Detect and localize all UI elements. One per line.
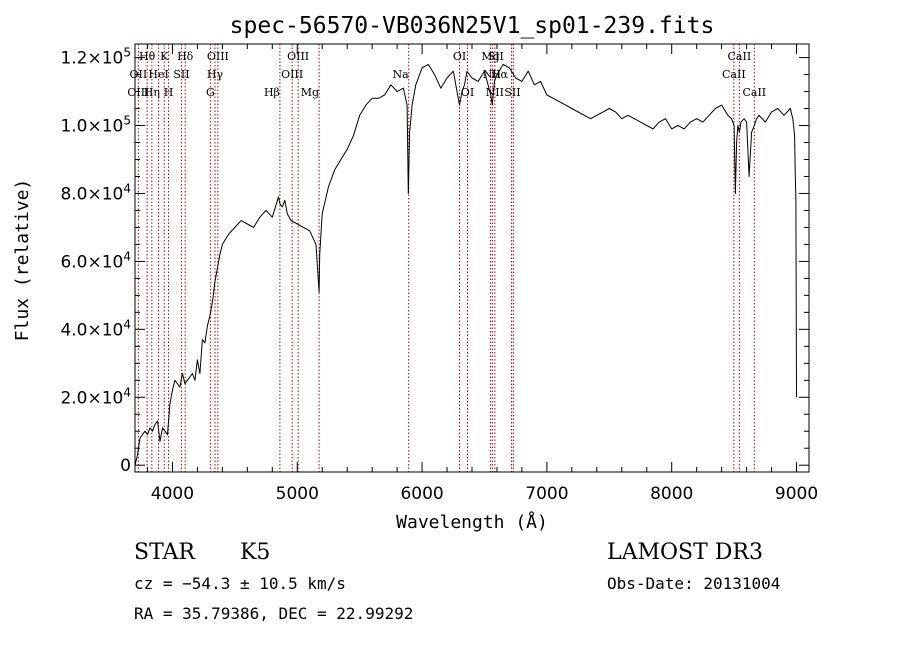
spectrum-line bbox=[134, 63, 797, 466]
survey-name: LAMOST DR3 bbox=[607, 540, 763, 565]
object-subclass: K5 bbox=[240, 540, 270, 565]
y-tick-label-1: 2.0×104 bbox=[60, 385, 131, 408]
chart-title: spec-56570-VB036N25V1_sp01-239.fits bbox=[230, 13, 715, 39]
line-label-4: OIII bbox=[287, 50, 309, 63]
y-tick-label-4: 8.0×104 bbox=[60, 181, 131, 204]
line-label-8: CaII bbox=[728, 50, 752, 63]
line-label-18: OIII bbox=[127, 86, 149, 99]
spectral-line-markers bbox=[137, 44, 755, 472]
line-label-23: Mg bbox=[301, 86, 319, 99]
y-axis-label: Flux (relative) bbox=[12, 179, 33, 342]
redshift-info: cz = −54.3 ± 10.5 km/s bbox=[134, 574, 346, 593]
line-label-1: K bbox=[160, 50, 169, 63]
line-label-12: Hγ bbox=[207, 68, 224, 81]
line-label-21: G bbox=[206, 86, 215, 99]
x-tick-label-1: 5000 bbox=[276, 484, 319, 504]
x-tick-label-5: 9000 bbox=[775, 484, 818, 504]
line-label-10: HeI bbox=[148, 68, 168, 81]
line-label-3: OIII bbox=[207, 50, 229, 63]
x-tick-label-3: 7000 bbox=[525, 484, 568, 504]
y-tick-label-6: 1.2×105 bbox=[60, 46, 131, 69]
line-label-22: Hβ bbox=[264, 86, 280, 99]
line-label-14: Na bbox=[393, 68, 410, 81]
line-label-20: H bbox=[164, 86, 174, 99]
line-label-6: Mg bbox=[481, 50, 499, 63]
x-tick-label-2: 6000 bbox=[400, 484, 443, 504]
line-label-13: OIII bbox=[281, 68, 303, 81]
y-axis-ticks: 0 2.0×104 4.0×104 6.0×104 8.0×104 1.0×105 1.2×… bbox=[60, 46, 809, 476]
line-label-2: Hδ bbox=[177, 50, 194, 63]
line-label-19: Hη bbox=[144, 86, 160, 99]
line-label-24: OI bbox=[461, 86, 474, 99]
coordinates: RA = 35.79386, DEC = 22.99292 bbox=[134, 604, 413, 623]
x-tick-label-4: 8000 bbox=[650, 484, 693, 504]
line-label-27: CaII bbox=[742, 86, 766, 99]
observation-date: Obs-Date: 20131004 bbox=[607, 574, 780, 593]
x-tick-label-0: 4000 bbox=[151, 484, 194, 504]
line-label-5: OI bbox=[453, 50, 466, 63]
line-label-0: Hθ bbox=[139, 50, 156, 63]
line-label-25: NII bbox=[486, 86, 504, 99]
plot-frame bbox=[134, 43, 810, 473]
y-tick-label-3: 6.0×104 bbox=[60, 249, 131, 272]
line-label-26: SII bbox=[504, 86, 520, 99]
line-label-7: SII bbox=[488, 50, 504, 63]
object-class: STAR bbox=[134, 540, 196, 565]
y-tick-label-5: 1.0×105 bbox=[60, 114, 131, 137]
line-label-15: NII bbox=[483, 68, 501, 81]
x-axis-ticks: 4000 5000 6000 7000 8000 9000 bbox=[146, 44, 818, 504]
y-tick-label-0: 0 bbox=[120, 456, 131, 476]
line-label-11: SII bbox=[173, 68, 189, 81]
y-tick-label-2: 4.0×104 bbox=[60, 317, 131, 340]
x-axis-label: Wavelength (Å) bbox=[396, 511, 548, 533]
line-label-17: CaII bbox=[722, 68, 746, 81]
